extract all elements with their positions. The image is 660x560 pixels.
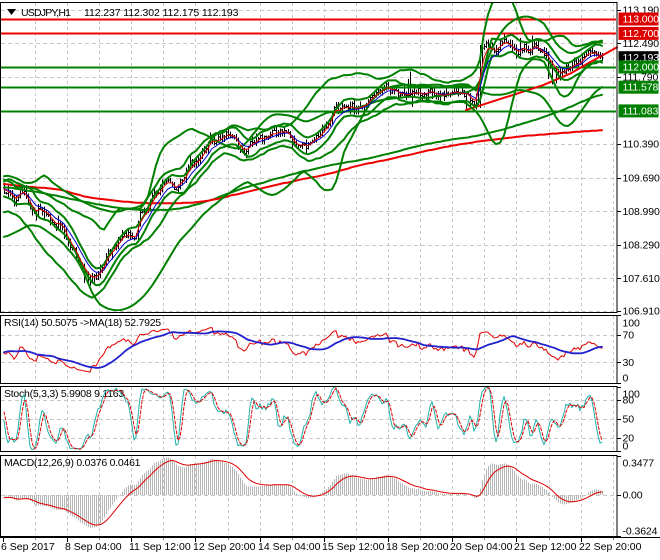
symbol-period-label: USDJPY,H1 [21, 7, 71, 19]
overlay-bb_upper_outer [3, 15, 603, 213]
stoch-scale-label: 50 [623, 414, 635, 426]
stoch-grid [1, 387, 616, 450]
price-badge-112.000 [618, 60, 659, 74]
macd-label: MACD(12,26,9) 0.0376 0.0461 [4, 457, 141, 469]
indicator-overlays [3, 3, 603, 311]
price-scale[interactable]: 113.190112.490111.790110.390109.690108.9… [617, 4, 660, 318]
rsi-label: RSI(14) 50.5075 ->MA(18) 52.7925 [4, 317, 161, 329]
price-badge-111.083 [618, 104, 659, 118]
macd-scale-label: 0.3477 [623, 458, 655, 470]
stoch-scale-label: 80 [623, 394, 635, 406]
overlay-bb_lower_outer [3, 83, 603, 311]
rsi-series [3, 327, 603, 373]
macd-series [3, 457, 603, 529]
main-price-panel: USDJPY,H1 112.237 112.302 112.175 112.19… [0, 2, 660, 318]
time-label: 18 Sep 20:00 [386, 541, 449, 553]
price-badge-label: 111.578 [623, 82, 659, 94]
overlay-bb_lower_inner [3, 50, 603, 287]
price-badge-label: 112.000 [623, 62, 660, 74]
price-badge-111.578 [618, 80, 659, 94]
overlay-bb_upper_inner [3, 33, 603, 270]
rsi-scale-label: 0 [623, 373, 629, 385]
chart-title: USDJPY,H1 112.237 112.302 112.175 112.19… [7, 7, 239, 19]
price-badge-label: 113.000 [623, 14, 660, 26]
price-label: 106.910 [623, 306, 660, 318]
quote-ohlc-label: 112.237 112.302 112.175 112.193 [84, 7, 239, 19]
overlay-ma_slow_red [3, 129, 603, 205]
time-label: 8 Sep 04:00 [65, 541, 122, 553]
trendline[interactable] [465, 46, 618, 112]
series-stoch_signal [3, 387, 603, 450]
rsi-scale-label: 70 [623, 330, 635, 342]
candles-layer [3, 32, 604, 286]
time-axis[interactable]: 6 Sep 2017 8 Sep 04:00 11 Sep 12:00 12 Sep … [0, 537, 660, 554]
price-label: 107.610 [623, 273, 660, 285]
time-label: 11 Sep 12:00 [129, 541, 191, 553]
series-rsi_ma [3, 330, 603, 369]
time-label: 15 Sep 12:00 [322, 541, 385, 553]
time-label: 20 Sep 04:00 [450, 541, 513, 553]
support-resistance-lines[interactable] [1, 18, 618, 113]
time-label: 6 Sep 2017 [1, 541, 55, 553]
price-badge-112.700 [618, 26, 659, 40]
macd-histogram [4, 457, 603, 529]
series-rsi [3, 327, 603, 373]
series-macd_signal [3, 460, 603, 526]
macd-scale-label: -0.3624 [623, 526, 658, 538]
price-badge-label: 112.700 [623, 28, 660, 40]
price-badge-113.000 [618, 12, 659, 26]
time-label: 12 Sep 20:00 [193, 541, 256, 553]
macd-scale-label: 0.00 [623, 490, 643, 502]
overlay-bb_upper_mid [3, 3, 603, 231]
collapse-triangle-icon[interactable] [7, 9, 16, 15]
main-panel-border [0, 2, 618, 313]
stoch-scale-label: 100 [623, 389, 640, 401]
price-label: 108.990 [623, 206, 660, 218]
rsi-scale-label: 30 [623, 357, 635, 369]
stoch-scale-label: 0 [623, 441, 629, 453]
time-label: 21 Sep 12:00 [514, 541, 577, 553]
macd-panel: MACD(12,26,9) 0.0376 0.0461 0.3477 0.00 -0… [0, 455, 658, 538]
price-label: 112.490 [623, 38, 660, 50]
price-label: 108.290 [623, 239, 660, 251]
stochastic-label: Stoch(5,3,3) 5.9908 9.1163 [4, 388, 124, 400]
stoch-scale-label: 20 [623, 433, 635, 445]
overlay-ma_fast_blue [3, 45, 603, 273]
rsi-border [0, 315, 618, 384]
price-label: 109.690 [623, 172, 660, 184]
price-label: 111.790 [623, 72, 659, 84]
price-badge-label: 112.193 [623, 52, 660, 64]
ohlc-bars [4, 32, 603, 286]
overlay-ma_fast_red [3, 42, 603, 278]
time-label: 14 Sep 04:00 [258, 541, 321, 553]
stoch-series [3, 387, 603, 450]
price-badge-label: 111.083 [623, 105, 659, 117]
series-stoch_main [3, 387, 603, 450]
time-label: 22 Sep 20:00 [579, 541, 642, 553]
overlay-bb_lower_mid [3, 58, 603, 299]
rsi-scale-label: 100 [623, 318, 640, 330]
price-label: 110.390 [623, 139, 660, 151]
